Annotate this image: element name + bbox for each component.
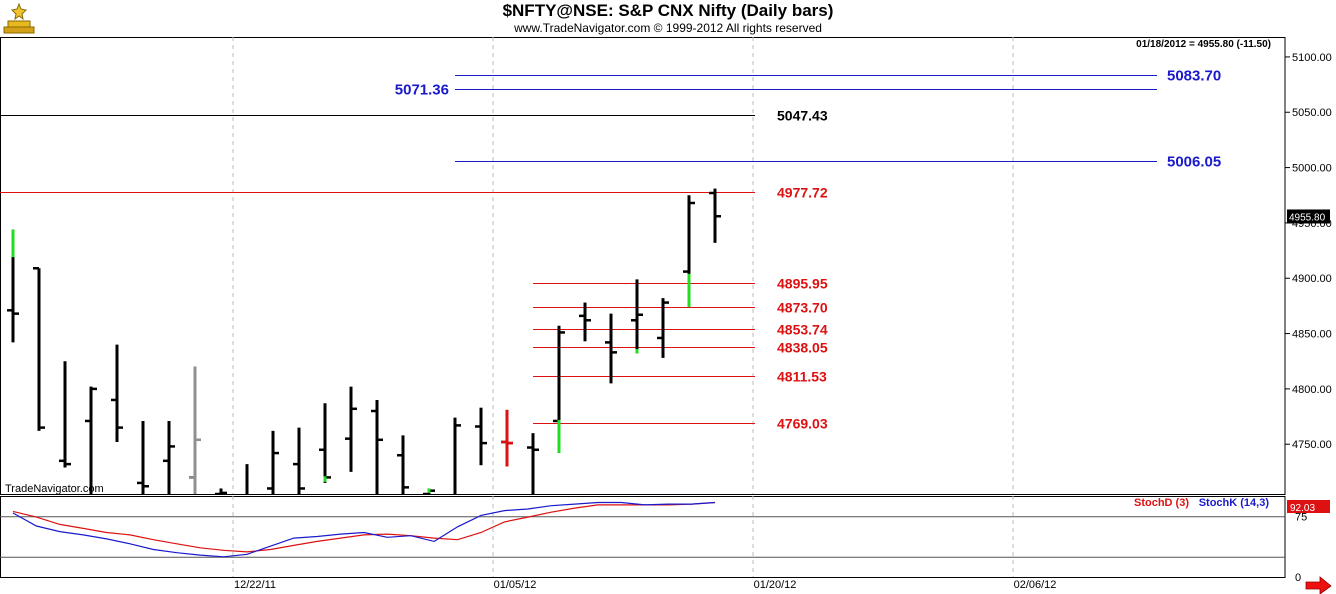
ohlc-bar: [709, 188, 721, 243]
ohlc-bar: [111, 344, 123, 442]
ohlc-bar: [527, 433, 539, 494]
ohlc-bar: [33, 267, 45, 431]
price-panel-frame: [0, 37, 1286, 495]
x-tick-label: 02/06/12: [1014, 579, 1057, 591]
y-tick-label: 5100.00: [1292, 52, 1332, 64]
ohlc-bar: [189, 366, 201, 494]
trade-navigator-logo-icon: [3, 2, 35, 34]
ohlc-bar: [423, 488, 435, 494]
stochd-line: [12, 501, 716, 553]
level-label: 5047.43: [777, 108, 828, 124]
ohlc-bar: [137, 420, 149, 494]
y-tick-label: 5050.00: [1292, 107, 1332, 119]
ohlc-bar: [475, 407, 487, 466]
y-tick-label: 5000.00: [1292, 163, 1332, 175]
scroll-right-arrow-icon[interactable]: [1305, 576, 1332, 594]
ohlc-bar: [683, 195, 695, 307]
level-label: 4873.70: [777, 300, 828, 316]
level-label: 5083.70: [1167, 68, 1221, 85]
ohlc-bar: [215, 488, 227, 494]
scroll-right-arrow-shape: [1305, 576, 1332, 594]
y-tick-label: 4900.00: [1292, 273, 1332, 285]
stoch-last-value-box: [1287, 500, 1330, 513]
ohlc-bar: [7, 229, 19, 343]
ohlc-bar: [579, 302, 591, 342]
level-label: 4838.05: [777, 340, 828, 356]
copyright-text: www.TradeNavigator.com © 1999-2012 All r…: [514, 21, 822, 35]
ohlc-bar: [267, 430, 279, 494]
ohlc-bar: [85, 386, 97, 494]
level-label: 4769.03: [777, 416, 828, 432]
y-tick-label: 4800.00: [1292, 384, 1332, 396]
ohlc-bar: [631, 279, 643, 354]
last-price-box: [1287, 209, 1330, 224]
price-y-axis: [1285, 56, 1290, 445]
ohlc-bar: [293, 427, 305, 494]
chart-title: $NFTY@NSE: S&P CNX Nifty (Daily bars): [502, 1, 834, 20]
ohlc-bar: [501, 409, 513, 467]
stoch-y-tick-label: 75: [1295, 511, 1307, 523]
watermark-text: TradeNavigator.com: [5, 483, 104, 495]
ohlc-bar: [657, 298, 669, 358]
level-label: 4977.72: [777, 185, 828, 201]
last-price-label: 4955.80: [1289, 212, 1326, 223]
level-label: 4895.95: [777, 276, 828, 292]
stoch-last-value-label: 92.03: [1290, 503, 1315, 514]
x-tick-label: 01/20/12: [754, 579, 797, 591]
level-label: 5006.05: [1167, 154, 1221, 171]
stochastic-panel-frame: [0, 496, 1286, 578]
ohlc-bar: [371, 399, 383, 494]
stoch-y-tick-label: 0: [1295, 572, 1301, 584]
stochk-line: [12, 501, 716, 558]
ohlc-bar: [453, 417, 461, 494]
ohlc-bar: [605, 313, 617, 384]
stochd-legend: StochD (3): [1134, 497, 1189, 509]
level-label: 5071.36: [395, 82, 449, 99]
y-tick-label: 4750.00: [1292, 439, 1332, 451]
vertical-grid: [232, 37, 1014, 577]
x-tick-label: 12/22/11: [234, 579, 276, 591]
level-label: 4811.53: [777, 369, 827, 385]
last-quote-text: 01/18/2012 = 4955.80 (-11.50): [1136, 39, 1271, 50]
stochk-legend: StochK (14,3): [1199, 497, 1270, 509]
ohlc-bar: [397, 435, 409, 494]
ohlc-bar: [245, 464, 249, 494]
ohlc-bar: [59, 361, 71, 468]
ohlc-bar: [163, 420, 175, 494]
x-tick-label: 01/05/12: [494, 579, 537, 591]
ohlc-bar: [345, 386, 357, 472]
ohlc-bars: [7, 188, 721, 494]
y-tick-label: 4850.00: [1292, 329, 1332, 341]
ohlc-bar: [553, 325, 565, 454]
ohlc-bar: [319, 403, 331, 483]
level-label: 4853.74: [777, 322, 828, 338]
